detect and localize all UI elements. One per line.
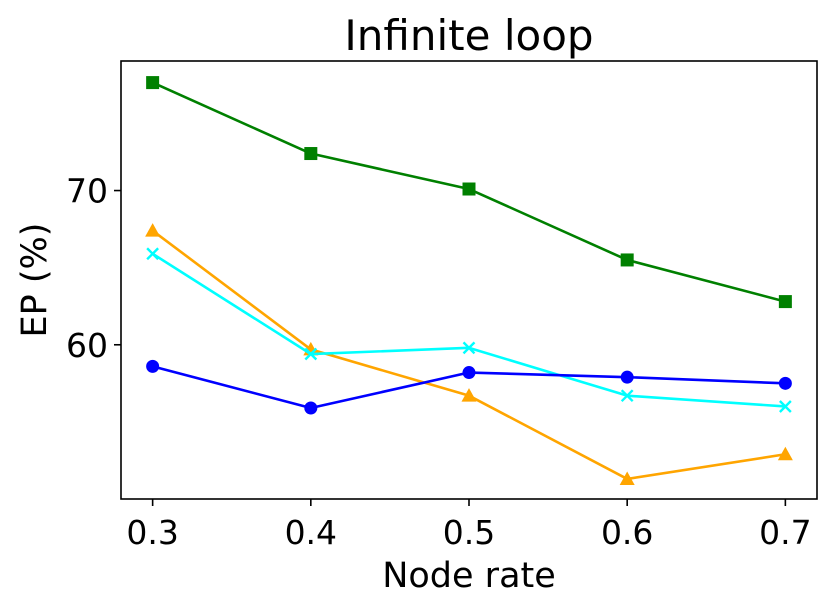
data-point-green [620, 253, 634, 267]
data-point-orange [461, 388, 477, 402]
series-green [146, 76, 792, 309]
data-point-green [778, 295, 792, 309]
y-tick-label: 60 [66, 326, 108, 365]
series-orange [145, 223, 793, 485]
data-point-cyan [779, 400, 792, 413]
x-tick-label: 0.4 [285, 513, 337, 552]
y-tick-label: 70 [66, 172, 108, 211]
x-tick-label: 0.6 [601, 513, 653, 552]
data-point-blue [778, 376, 792, 390]
series-layer [145, 76, 793, 485]
data-point-orange [619, 471, 635, 485]
x-axis-label: Node rate [382, 556, 556, 596]
data-point-cyan [620, 389, 634, 403]
x-tick-label: 0.3 [126, 513, 178, 552]
data-point-blue [146, 359, 160, 373]
data-point-orange [777, 446, 793, 461]
series-blue [146, 359, 792, 415]
data-point-green [462, 182, 476, 196]
data-point-blue [304, 401, 318, 415]
data-point-green [304, 147, 318, 161]
data-point-cyan [146, 247, 159, 261]
plot-frame [120, 60, 818, 500]
x-tick-label: 0.5 [443, 513, 495, 552]
series-cyan [146, 247, 792, 413]
series-line-orange [151, 229, 786, 481]
y-axis-label: EP (%) [15, 223, 55, 338]
data-point-blue [462, 366, 476, 380]
data-point-green [146, 76, 160, 90]
data-point-cyan [304, 347, 318, 361]
chart-title: Infinite loop [344, 11, 593, 60]
axis-ticks: 0.3 0.4 0.5 0.6 0.7 60 70 [66, 172, 812, 552]
x-tick-label: 0.7 [759, 513, 811, 552]
data-point-orange [145, 223, 161, 237]
data-point-blue [620, 370, 634, 384]
data-point-cyan [462, 341, 476, 355]
